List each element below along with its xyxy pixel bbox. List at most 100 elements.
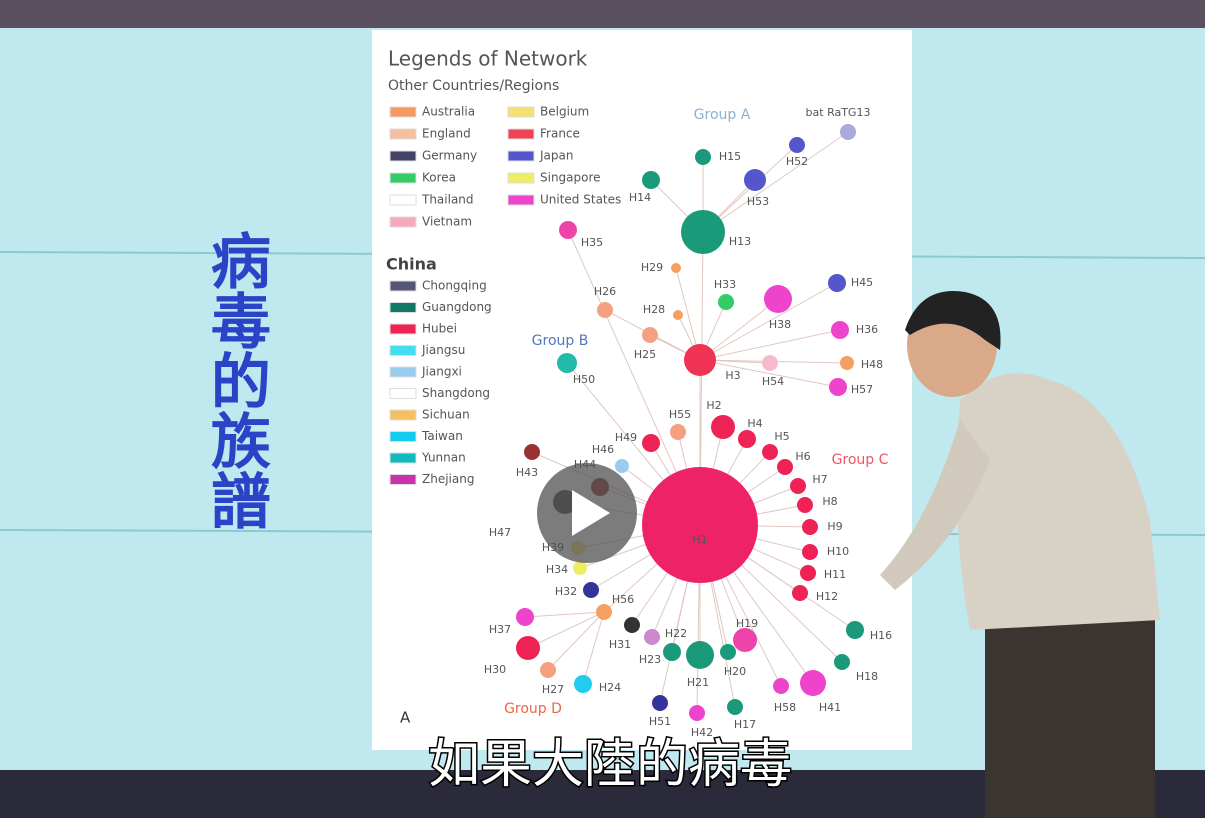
top-bar (0, 0, 1205, 28)
node-label: H3 (725, 369, 740, 382)
node-label: H56 (612, 593, 634, 606)
legend-label: Thailand (421, 193, 474, 207)
node (652, 695, 668, 711)
node-label: H47 (489, 526, 511, 539)
legend-swatch (390, 367, 416, 377)
node (596, 604, 612, 620)
node (597, 302, 613, 318)
node (720, 644, 736, 660)
legend-swatch (390, 389, 416, 399)
legend-label: Chongqing (422, 279, 487, 293)
node (802, 519, 818, 535)
node (624, 617, 640, 633)
group-label: Group A (694, 107, 751, 123)
node-label: H10 (827, 545, 849, 558)
legend-swatch (390, 107, 416, 117)
node (831, 321, 849, 339)
node (671, 263, 681, 273)
legend-swatch (390, 475, 416, 485)
node (800, 670, 826, 696)
node-label: H24 (599, 681, 621, 694)
node-label: H13 (729, 235, 751, 248)
node-label: H26 (594, 285, 616, 298)
node-label: H28 (643, 303, 665, 316)
node (834, 654, 850, 670)
node-label: H19 (736, 617, 758, 630)
legend-label: Japan (539, 149, 573, 163)
node-label: H11 (824, 568, 846, 581)
legend-label: Jiangxi (421, 365, 462, 379)
node-label: H34 (546, 563, 568, 576)
node-label: H1 (692, 533, 707, 546)
node-label: H8 (822, 495, 837, 508)
legend-swatch (390, 303, 416, 313)
node-label: H36 (856, 323, 878, 336)
node-label: H20 (724, 665, 746, 678)
legend-swatch (390, 195, 416, 205)
node-label: H15 (719, 150, 741, 163)
legend-label: Australia (422, 105, 475, 119)
node (733, 628, 757, 652)
legend-swatch (390, 453, 416, 463)
legend-label: Sichuan (422, 408, 470, 422)
legend-heading: China (386, 255, 437, 274)
legend-label: Singapore (540, 171, 601, 185)
node (762, 444, 778, 460)
node (684, 344, 716, 376)
corner-label: A (400, 709, 411, 727)
node-label: H22 (665, 627, 687, 640)
node (516, 608, 534, 626)
group-label: Group B (532, 333, 589, 349)
node-label: H41 (819, 701, 841, 714)
node-label: H12 (816, 590, 838, 603)
legend-swatch (508, 151, 534, 161)
node (744, 169, 766, 191)
node (828, 274, 846, 292)
node (777, 459, 793, 475)
node (802, 544, 818, 560)
legend-swatch (390, 281, 416, 291)
legend-label: Shangdong (422, 386, 490, 400)
legend-label: Jiangsu (421, 343, 465, 357)
node (773, 678, 789, 694)
node-label: H2 (706, 399, 721, 412)
legend-label: Germany (422, 149, 477, 163)
node (557, 353, 577, 373)
node-label: H14 (629, 191, 651, 204)
node-label: H46 (592, 443, 614, 456)
node (540, 662, 556, 678)
node (663, 643, 681, 661)
legend-label: Taiwan (421, 429, 463, 443)
legend-label: Guangdong (422, 300, 492, 314)
node (524, 444, 540, 460)
legend-title: Legends of Network (388, 47, 588, 71)
node (840, 356, 854, 370)
group-label: Group D (504, 701, 562, 717)
node (738, 430, 756, 448)
node (642, 327, 658, 343)
group-label: Group C (832, 452, 889, 468)
node (673, 310, 683, 320)
node-label: H25 (634, 348, 656, 361)
node-label: H6 (795, 450, 810, 463)
legend-swatch (508, 173, 534, 183)
node-label: H37 (489, 623, 511, 636)
node-label: H21 (687, 676, 709, 689)
trousers (985, 600, 1155, 818)
legend-label: Belgium (540, 105, 589, 119)
node-label: H57 (851, 383, 873, 396)
node (718, 294, 734, 310)
node-label: H43 (516, 466, 538, 479)
node-label: H38 (769, 318, 791, 331)
legend-swatch (390, 346, 416, 356)
node (764, 285, 792, 313)
node (797, 497, 813, 513)
legend-label: United States (540, 193, 621, 207)
node (727, 699, 743, 715)
node-label: H48 (861, 358, 883, 371)
side-title: 病毒的族譜 (200, 230, 270, 530)
node (574, 675, 592, 693)
node (615, 459, 629, 473)
node-label: H23 (639, 653, 661, 666)
node (686, 641, 714, 669)
